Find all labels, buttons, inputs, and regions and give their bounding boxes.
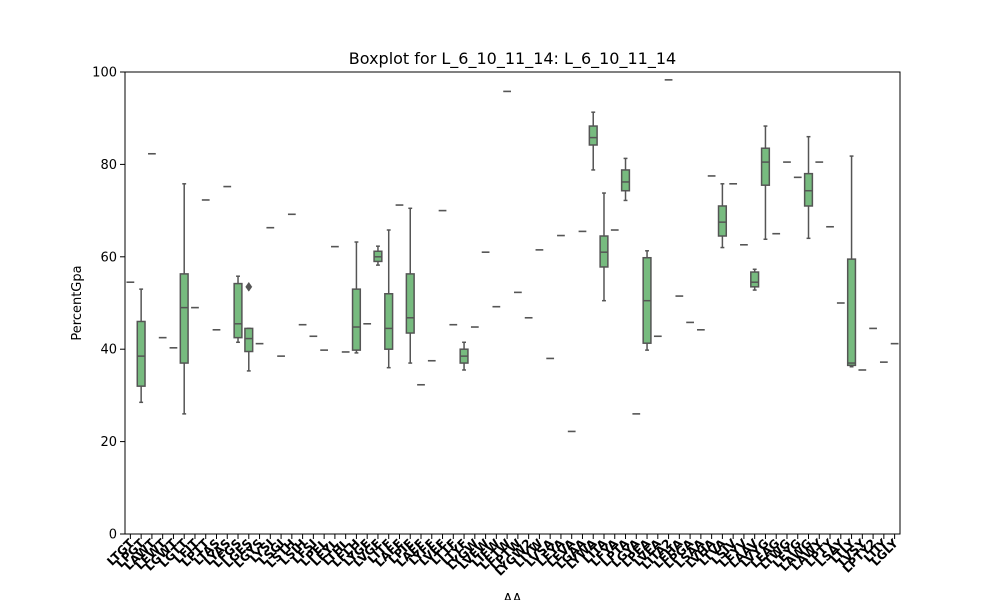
box-iqr	[244, 327, 254, 353]
box-iqr	[750, 271, 760, 288]
y-tick-label: 100	[92, 66, 117, 81]
box-iqr	[803, 172, 814, 207]
box-LVYG	[760, 125, 771, 240]
box-iqr	[717, 205, 728, 237]
box-iqr	[179, 273, 189, 364]
y-tick-label: 20	[100, 435, 117, 450]
plot-area	[126, 79, 899, 433]
box-LVGF	[373, 245, 383, 266]
chart-title: Boxplot for L_6_10_11_14: L_6_10_11_14	[349, 49, 676, 69]
box-LPEA	[642, 250, 652, 351]
box-LYWA	[588, 111, 598, 171]
box-LAAV	[750, 268, 760, 291]
box-iqr	[588, 125, 598, 146]
box-LITA	[599, 192, 609, 302]
box-LTVA	[717, 183, 728, 249]
box-iqr	[405, 273, 415, 334]
y-axis: 0 20 40 60 80 100	[92, 66, 125, 543]
x-axis: LTGTLPGTLAWTLEWTLGWTLGTTLFITLPTTLTASLYAS…	[104, 534, 901, 579]
x-axis-label: AA	[503, 592, 521, 600]
y-axis-label: PercentGpa	[70, 265, 85, 340]
plot-frame	[124, 71, 901, 535]
box-LPTA	[620, 157, 631, 202]
box-iqr	[846, 258, 857, 367]
box-LPIE	[405, 207, 415, 364]
box-LGES	[244, 281, 254, 372]
box-LTYF	[459, 341, 469, 371]
box-iqr	[233, 282, 243, 339]
box-LFGS	[233, 275, 243, 344]
box-iqr	[136, 320, 146, 387]
box-iqr	[620, 169, 631, 192]
y-tick-label: 40	[100, 343, 117, 358]
box-LITF	[384, 229, 394, 369]
box-iqr	[384, 293, 394, 350]
y-tick-label: 0	[109, 528, 117, 543]
box-iqr	[760, 147, 771, 186]
y-tick-label: 80	[100, 158, 117, 173]
box-iqr	[351, 288, 362, 351]
outlier-point	[245, 281, 253, 292]
box-LFLH	[351, 241, 362, 354]
y-tick-label: 60	[100, 250, 117, 265]
box-LGTT	[179, 183, 189, 415]
box-LAWG	[803, 135, 814, 240]
box-LPGT	[136, 288, 146, 404]
box-LTLY	[846, 155, 857, 368]
